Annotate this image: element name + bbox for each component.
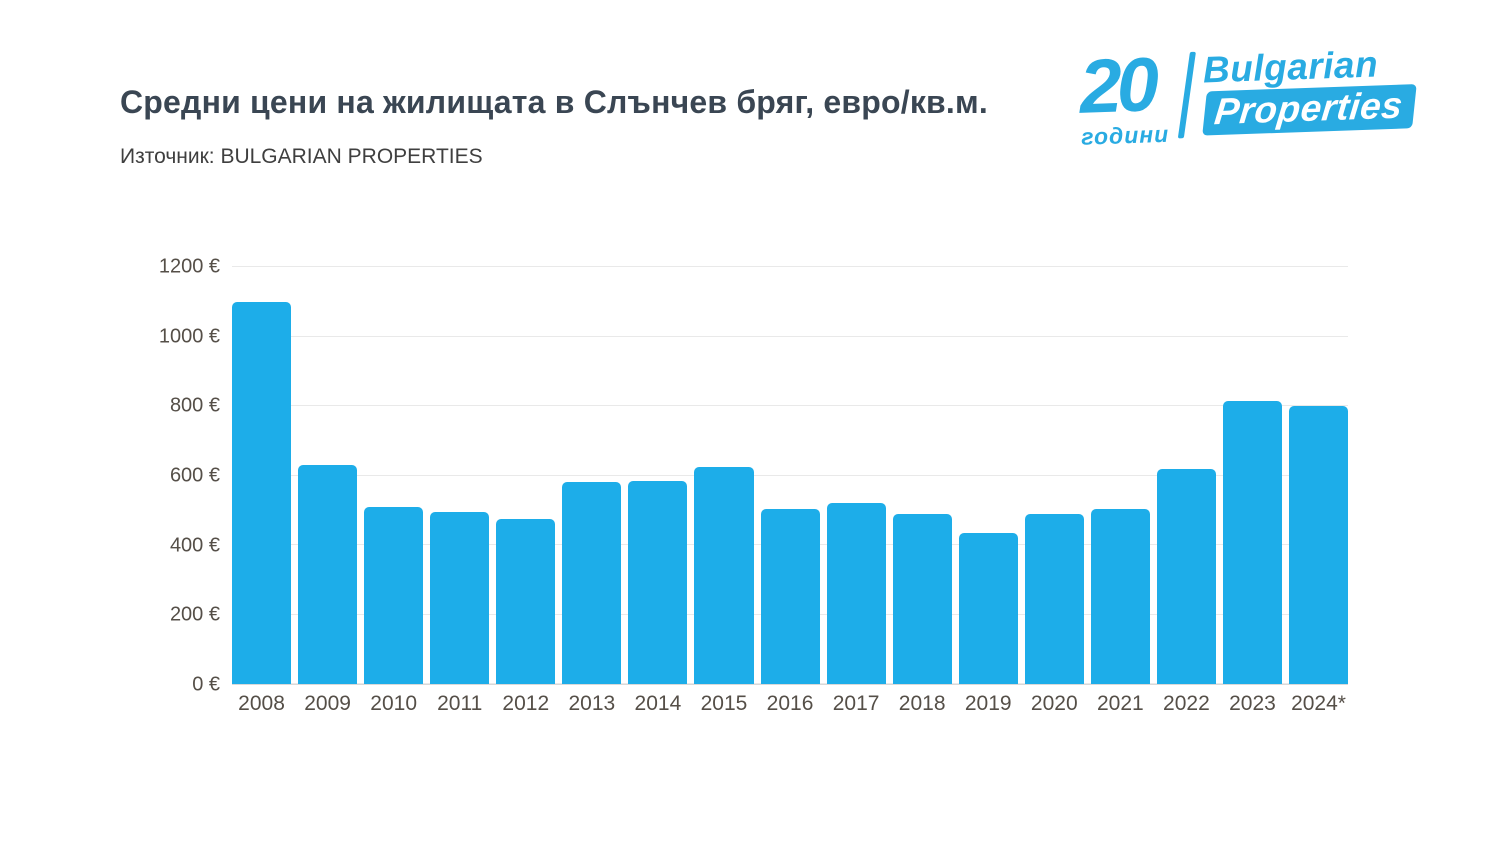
x-axis-tick-label: 2013 xyxy=(568,692,616,715)
x-axis-tick-label: 2008 xyxy=(238,692,285,715)
bulgarian-properties-logo: 20 години Bulgarian Properties xyxy=(1078,42,1417,151)
bar-2018 xyxy=(892,513,952,684)
chart-body: 0 € 200 € 400 € 600 € 800 € 1000 € 1200 € xyxy=(120,256,1349,696)
bar-2017 xyxy=(826,503,886,684)
gridline xyxy=(232,474,1348,476)
logo-divider xyxy=(1177,51,1196,139)
x-axis-tick-label: 2011 xyxy=(437,692,483,715)
gridline xyxy=(232,405,1348,407)
bar-2011 xyxy=(430,512,490,684)
bar-2021 xyxy=(1090,508,1150,684)
x-axis-tick-label: 2016 xyxy=(766,692,814,715)
y-axis-tick-label: 1200 € xyxy=(158,255,220,278)
bar-2012 xyxy=(496,518,556,684)
bar-2024 xyxy=(1289,406,1349,684)
page-title: Средни цени на жилищата в Слънчев бряг, … xyxy=(120,84,988,120)
bar-2010 xyxy=(364,506,424,684)
bar-2016 xyxy=(760,508,820,684)
logo-20-number: 20 xyxy=(1078,42,1156,130)
y-axis-tick-label: 200 € xyxy=(169,603,220,626)
bar-2019 xyxy=(958,532,1018,684)
bar-chart: 0 € 200 € 400 € 600 € 800 € 1000 € 1200 € 2008… xyxy=(120,256,1349,716)
bars-container xyxy=(232,267,1349,684)
chart-header: Средни цени на жилищата в Слънчев бряг, … xyxy=(120,84,988,169)
bar-2020 xyxy=(1024,513,1084,684)
y-axis-tick-label: 600 € xyxy=(169,464,220,487)
y-axis: 0 € 200 € 400 € 600 € 800 € 1000 € 1200 € xyxy=(120,256,232,696)
x-axis-tick-label: 2024* xyxy=(1291,692,1346,715)
gridline xyxy=(232,266,1348,267)
logo-20-years-block: 20 години xyxy=(1078,42,1170,151)
logo-years-label: години xyxy=(1080,120,1170,150)
logo-brand-line2: Properties xyxy=(1202,84,1417,136)
x-axis-tick-label: 2021 xyxy=(1096,692,1144,715)
x-axis-tick-label: 2023 xyxy=(1229,692,1276,715)
x-axis-tick-label: 2018 xyxy=(898,692,946,715)
bar-2013 xyxy=(562,482,622,684)
bar-2014 xyxy=(628,480,688,684)
plot-area xyxy=(232,266,1349,685)
x-axis-tick-label: 2009 xyxy=(304,692,351,715)
bar-2015 xyxy=(694,466,754,684)
source-label: Източник: BULGARIAN PROPERTIES xyxy=(120,145,483,168)
x-axis-tick-label: 2012 xyxy=(502,692,550,715)
y-axis-tick-label: 400 € xyxy=(169,534,220,557)
bar-2023 xyxy=(1222,400,1282,684)
x-axis-tick-label: 2020 xyxy=(1030,692,1078,715)
gridline xyxy=(232,335,1348,337)
logo-brand-name: Bulgarian Properties xyxy=(1202,43,1417,136)
x-axis-tick-label: 2017 xyxy=(832,692,880,715)
y-axis-tick-label: 800 € xyxy=(169,394,220,417)
y-axis-tick-label: 0 € xyxy=(192,673,220,696)
x-axis-tick-label: 2014 xyxy=(634,692,682,715)
x-axis: 2008 2009 2010 2011 2012 2013 2014 2015 2016 2017… xyxy=(232,692,1348,716)
bar-2022 xyxy=(1156,468,1216,684)
x-axis-tick-label: 2019 xyxy=(964,692,1012,715)
logo-brand-line1: Bulgarian xyxy=(1202,43,1379,91)
x-axis-tick-label: 2015 xyxy=(700,692,748,715)
x-axis-tick-label: 2022 xyxy=(1163,692,1210,715)
bar-2008 xyxy=(232,301,292,684)
bar-2009 xyxy=(298,465,358,684)
x-axis-tick-label: 2010 xyxy=(370,692,418,715)
y-axis-tick-label: 1000 € xyxy=(158,325,220,348)
